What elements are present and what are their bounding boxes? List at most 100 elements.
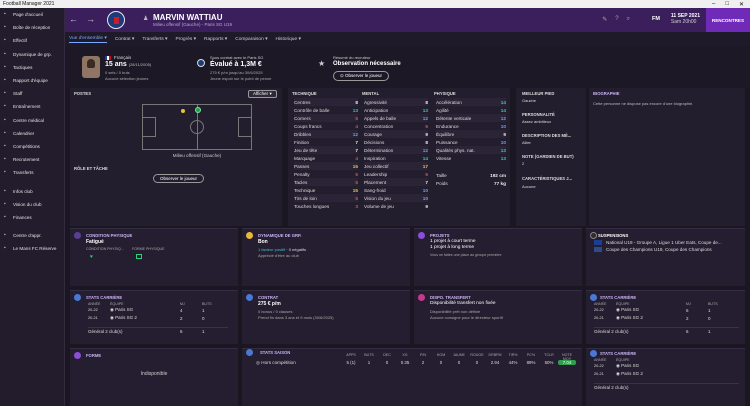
- season-icon: [246, 349, 253, 356]
- sidebar-item-9[interactable]: ▪ Calendrier: [0, 127, 64, 140]
- career-stats-card-1[interactable]: STATS CARRIÈRE ANNÉE ÉQUIPE MJ BUTS 20-22 ◉ P…: [70, 290, 238, 344]
- career-total-cell: 1: [708, 329, 711, 334]
- scout-summary-label: Résumé du recruteur: [333, 55, 371, 60]
- pitch-diagram: [142, 104, 252, 150]
- search-icon[interactable]: ⌕: [626, 16, 630, 22]
- tab-3[interactable]: Progrès ▾: [175, 36, 197, 42]
- projects-long: 1 projet à long terme: [430, 245, 474, 250]
- technique-attr-name: Corners: [294, 115, 311, 121]
- sidebar-item-5[interactable]: ▪ Rapport d'équipe: [0, 74, 64, 87]
- physique-row: Agilité 14: [436, 106, 506, 114]
- tab-4[interactable]: Rapports ▾: [204, 36, 228, 42]
- physique-row: Équilibre 9: [436, 130, 506, 138]
- career-cell: ◉ Paris SG: [616, 363, 640, 368]
- technique-attr-name: Passes: [294, 163, 310, 169]
- suspensions-card[interactable]: SUSPENSIONS National U19 - Groupe A, Lig…: [586, 228, 745, 286]
- sidebar-item-3[interactable]: ▪ Dynamique de grp.: [0, 48, 64, 61]
- observe-player-button[interactable]: Observer le joueur: [153, 174, 205, 183]
- sidebar-item-13[interactable]: ▪ Infos club: [0, 184, 64, 197]
- mental-attr-value: 9: [425, 203, 428, 209]
- player-subtitle: Milieu offensif (Gauche) - Paris SG U19: [153, 22, 232, 27]
- mental-row: Courage 9: [364, 130, 428, 138]
- mental-attr-value: 5: [425, 171, 428, 177]
- contract-icon: [246, 294, 253, 301]
- mental-attr-value: 12: [422, 115, 428, 121]
- career-stats-card-2[interactable]: STATS CARRIÈRE ANNÉE ÉQUIPE MJ BUTS 20-22 ◉ P…: [586, 290, 745, 344]
- minimize-icon[interactable]: –: [712, 0, 716, 7]
- sidebar-item-6[interactable]: ▪ Staff: [0, 87, 64, 100]
- home-icon: ▪: [4, 11, 6, 18]
- career-row: 20-21 ◉ Paris SG 2: [594, 370, 739, 378]
- sidebar-item-label: Infos club: [13, 188, 33, 194]
- sidebar-item-2[interactable]: ▪ Effectif: [0, 34, 64, 47]
- condition-card[interactable]: CONDITION PHYSIQUE Fatigué CONDITION PHY…: [70, 228, 238, 286]
- condition-heart-icon: ♥: [90, 254, 93, 260]
- career-total: Général 2 club(s) 6 1: [594, 327, 739, 335]
- show-dropdown[interactable]: Afficher ▾: [248, 90, 277, 98]
- fm-menu-button[interactable]: FM: [652, 16, 660, 22]
- projects-card[interactable]: PROJETS 1 projet à court terme 1 projet …: [414, 228, 582, 286]
- career3-title: STATS CARRIÈRE: [600, 351, 637, 356]
- career-cell: ◉ Paris SG 2: [616, 315, 643, 320]
- form-value: Indisponible: [140, 371, 168, 377]
- sidebar-item-15[interactable]: ▪ Finances: [0, 211, 64, 224]
- technique-attr-name: Tirs de loin: [294, 195, 317, 201]
- dynamics-icon: [246, 232, 253, 239]
- mental-attr-name: Courage: [364, 131, 382, 137]
- sidebar-item-17[interactable]: ▪ Le Mans FC Réserve: [0, 242, 64, 255]
- career-cell: 2: [180, 315, 183, 321]
- back-icon[interactable]: ←: [69, 14, 78, 24]
- continue-button[interactable]: RENCONTRES: [706, 8, 750, 32]
- season-stats-card[interactable]: STATS SAISON APPS BUTS DEC XG P/N HOM JAUNE ROU…: [242, 348, 582, 406]
- career3-table: ANNÉE ÉQUIPE 20-22 ◉ Paris SG 20-21 ◉ Paris S…: [594, 357, 739, 391]
- scouting-icon: ▪: [4, 156, 6, 163]
- player-switch-icon[interactable]: ♟: [143, 16, 149, 22]
- sidebar-item-10[interactable]: ▪ Compétitions: [0, 140, 64, 153]
- squad-icon: ▪: [4, 37, 6, 44]
- technique-attr-name: Tacles: [294, 179, 308, 185]
- maximize-icon[interactable]: □: [725, 0, 729, 7]
- contract-card[interactable]: CONTRAT 275 € p/m 0 bonus / 0 clauses Pr…: [242, 290, 410, 344]
- help-icon[interactable]: ?: [615, 16, 619, 22]
- career-cell: ◉ Paris SG 2: [616, 371, 643, 376]
- edit-icon[interactable]: ✎: [602, 17, 608, 23]
- technique-attr-name: Jeu de tête: [294, 147, 318, 153]
- sidebar-item-4[interactable]: ▪ Tactiques: [0, 61, 64, 74]
- sidebar-item-12[interactable]: ▪ Transferts: [0, 166, 64, 179]
- mental-attr-name: Anticipation: [364, 107, 389, 113]
- window-titlebar: Football Manager 2021 – □ ✕: [0, 0, 750, 8]
- mental-attr-value: 5: [425, 123, 428, 129]
- career-stats-card-3[interactable]: STATS CARRIÈRE ANNÉE ÉQUIPE 20-22 ◉ Paris S…: [586, 348, 745, 406]
- season-cell: 2: [421, 360, 425, 365]
- form-card[interactable]: FORME Indisponible: [70, 348, 238, 406]
- positions-panel: POSTES Afficher ▾ RÔLE ET TÂCHE: [70, 88, 282, 226]
- sidebar-item-8[interactable]: ▪ Centre médical: [0, 114, 64, 127]
- sidebar-item-label: Compétitions: [13, 143, 40, 149]
- career-cell: 20-21: [594, 372, 604, 376]
- sidebar-item-7[interactable]: ▪ Entraînement: [0, 100, 64, 113]
- sidebar-item-1[interactable]: ▪ Boîte de réception: [0, 21, 64, 34]
- role-label: RÔLE ET TÂCHE: [74, 166, 108, 171]
- tab-0[interactable]: Vue d'ensemble ▾: [69, 35, 107, 43]
- forward-icon[interactable]: →: [86, 14, 95, 24]
- dynamics-card[interactable]: DYNAMIQUE DE GRP. Bon 1 facteur positif …: [242, 228, 410, 286]
- transfer-card[interactable]: DISPO. TRANSFERT Disponibilité transfert…: [414, 290, 582, 344]
- mental-attr-name: Décisions: [364, 139, 385, 145]
- scout-player-button[interactable]: ⊙ Observer le joueur: [333, 71, 390, 81]
- positions-label: POSTES: [74, 91, 91, 96]
- technique-attr-value: 8: [355, 99, 358, 105]
- tab-6[interactable]: Historique ▾: [275, 36, 301, 42]
- sidebar-item-0[interactable]: ▪ Page d'accueil: [0, 8, 64, 21]
- staff-icon: ▪: [4, 90, 6, 97]
- sidebar-item-16[interactable]: ▪ Centre d'appr.: [0, 229, 64, 242]
- tab-1[interactable]: Contrat ▾: [114, 36, 135, 42]
- sidebar-item-11[interactable]: ▪ Recrutement: [0, 153, 64, 166]
- tab-5[interactable]: Comparaison ▾: [235, 36, 268, 42]
- tab-2[interactable]: Transferts ▾: [142, 36, 168, 42]
- career-row: 20-21 ◉ Paris SG 2 2 0: [88, 314, 228, 322]
- career-cell: 20-22: [594, 308, 604, 312]
- sidebar-item-label: Finances: [13, 214, 32, 220]
- close-icon[interactable]: ✕: [738, 1, 744, 8]
- sidebar-item-14[interactable]: ▪ Vision du club: [0, 198, 64, 211]
- mental-attr-name: Inspiration: [364, 155, 386, 161]
